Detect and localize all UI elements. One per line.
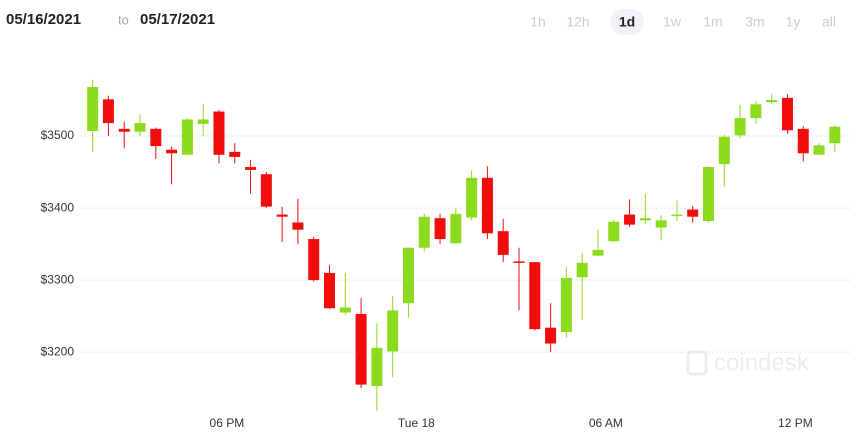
y-tick-label: $3200 — [41, 344, 75, 358]
watermark: coindesk — [686, 349, 810, 376]
candle-body — [545, 327, 557, 344]
candle-body — [624, 214, 636, 225]
y-tick-label: $3500 — [41, 128, 75, 142]
x-tick-label: 06 AM — [589, 416, 623, 430]
candle-body — [781, 97, 793, 131]
candle-body — [639, 218, 651, 221]
range-button[interactable]: all — [822, 14, 836, 30]
date-separator: to — [118, 12, 129, 27]
candle-body — [655, 220, 667, 228]
candle-body — [324, 272, 336, 309]
candle-body — [387, 310, 399, 352]
candle-body — [560, 277, 572, 332]
candle-body — [829, 126, 841, 144]
range-button[interactable]: 3m — [745, 14, 764, 30]
candle-body — [734, 118, 746, 136]
candle-body — [371, 347, 383, 387]
x-tick-label: 12 PM — [778, 416, 813, 430]
candle-body — [703, 167, 715, 222]
candle-body — [592, 249, 604, 256]
candle-body — [355, 313, 367, 385]
date-to: 05/17/2021 — [140, 11, 215, 28]
candle-body — [608, 221, 620, 242]
range-button[interactable]: 1y — [786, 14, 801, 30]
candle-body — [434, 218, 446, 240]
candle-body — [671, 214, 683, 217]
candle-body — [134, 123, 146, 132]
range-button[interactable]: 1m — [703, 14, 722, 30]
active-range-bg — [610, 9, 644, 35]
candle-body — [797, 128, 809, 154]
candle-body — [718, 136, 730, 165]
candle-body — [402, 247, 414, 304]
candle-body — [497, 231, 509, 255]
candle-body — [292, 222, 304, 230]
candle-body — [529, 262, 541, 330]
candle-body — [166, 149, 178, 154]
y-tick-label: $3300 — [41, 272, 75, 286]
candle-body — [481, 177, 493, 234]
candle-body — [181, 119, 193, 155]
candle-body — [197, 119, 209, 124]
candle-body — [102, 99, 114, 124]
candle-body — [450, 213, 462, 244]
range-button[interactable]: 12h — [566, 14, 589, 30]
candle-body — [213, 111, 225, 155]
candle-body — [229, 151, 241, 157]
candle-body — [87, 87, 99, 131]
candle-body — [766, 100, 778, 103]
candle-body — [260, 174, 272, 207]
candle-body — [466, 177, 478, 218]
range-button[interactable]: 1h — [530, 14, 546, 30]
candle-body — [513, 261, 525, 263]
x-tick-label: 06 PM — [210, 416, 245, 430]
candle-body — [150, 128, 162, 147]
candle-body — [813, 145, 825, 155]
date-from: 05/16/2021 — [6, 11, 81, 28]
candle-body — [245, 167, 257, 170]
candle-body — [339, 307, 351, 313]
candle-body — [687, 209, 699, 217]
candle-body — [750, 104, 762, 119]
candle-body — [418, 216, 430, 248]
watermark-text: coindesk — [714, 349, 810, 376]
x-tick-label: Tue 18 — [398, 416, 435, 430]
watermark-logo — [686, 350, 708, 376]
range-buttons: 1h 12h 1d 1w 1m 3m 1y all — [530, 9, 836, 35]
candle-body — [308, 239, 320, 281]
candle-body — [276, 214, 288, 217]
candle-body — [118, 128, 130, 132]
y-tick-label: $3400 — [41, 200, 75, 214]
range-button[interactable]: 1w — [663, 14, 682, 30]
range-button[interactable]: 1d — [619, 14, 635, 30]
candle-body — [576, 262, 588, 278]
